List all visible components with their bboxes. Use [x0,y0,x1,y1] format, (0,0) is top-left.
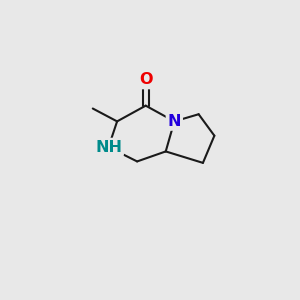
Text: N: N [168,114,181,129]
Text: NH: NH [95,140,122,154]
Text: O: O [139,72,152,87]
